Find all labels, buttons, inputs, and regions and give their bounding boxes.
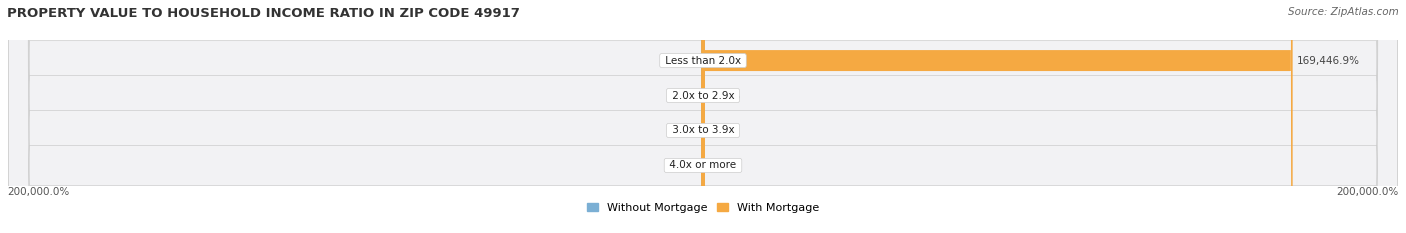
Text: 2.0x to 2.9x: 2.0x to 2.9x [669,91,737,100]
Text: 4.1%: 4.1% [707,161,734,170]
Text: 200,000.0%: 200,000.0% [7,187,69,197]
Text: 3.0x to 3.9x: 3.0x to 3.9x [669,126,737,135]
FancyBboxPatch shape [8,0,1398,233]
FancyBboxPatch shape [8,0,1398,233]
FancyBboxPatch shape [702,0,704,233]
Text: PROPERTY VALUE TO HOUSEHOLD INCOME RATIO IN ZIP CODE 49917: PROPERTY VALUE TO HOUSEHOLD INCOME RATIO… [7,7,520,20]
FancyBboxPatch shape [703,0,1292,233]
FancyBboxPatch shape [8,0,1398,233]
FancyBboxPatch shape [702,0,704,233]
FancyBboxPatch shape [702,0,704,233]
Text: Less than 2.0x: Less than 2.0x [662,56,744,65]
Text: 0.0%: 0.0% [672,126,699,135]
Text: 12.5%: 12.5% [665,91,699,100]
Text: 4.0x or more: 4.0x or more [666,161,740,170]
Legend: Without Mortgage, With Mortgage: Without Mortgage, With Mortgage [582,199,824,218]
Text: 200,000.0%: 200,000.0% [1337,187,1399,197]
Text: 0.0%: 0.0% [672,161,699,170]
Text: 8.2%: 8.2% [707,126,734,135]
FancyBboxPatch shape [8,0,1398,233]
Text: 87.5%: 87.5% [665,56,699,65]
Text: 169,446.9%: 169,446.9% [1296,56,1360,65]
FancyBboxPatch shape [702,0,704,233]
Text: Source: ZipAtlas.com: Source: ZipAtlas.com [1288,7,1399,17]
FancyBboxPatch shape [702,0,704,233]
Text: 53.1%: 53.1% [707,91,741,100]
